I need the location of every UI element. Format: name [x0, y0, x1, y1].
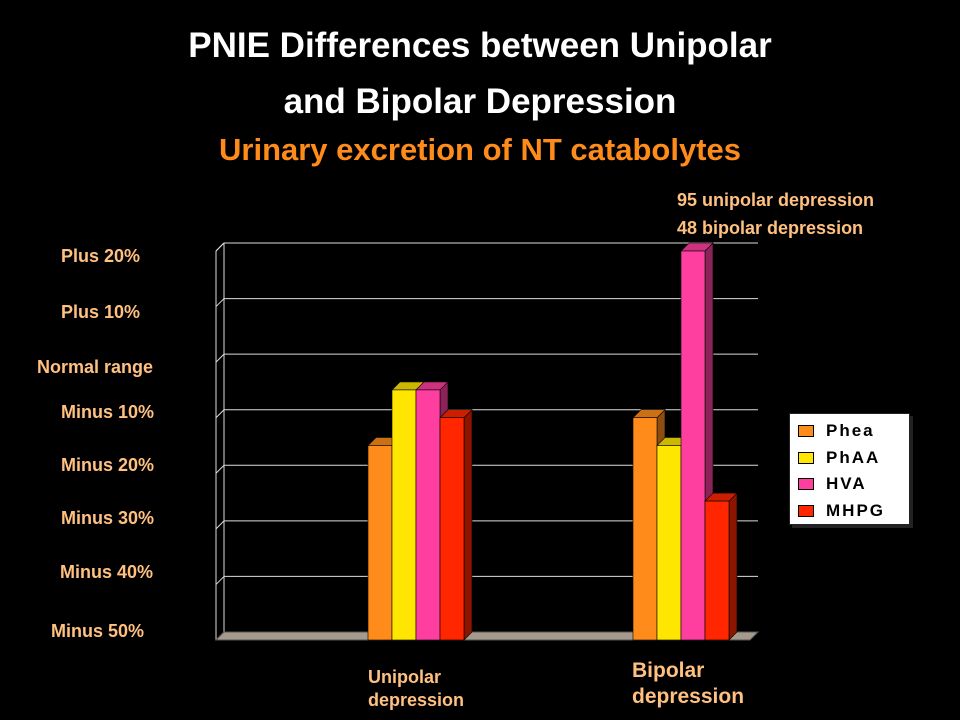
bar-phaa-unipolar: [391, 389, 417, 641]
bar-mhpg-unipolar: [439, 417, 465, 641]
sample-note-bipolar: 48 bipolar depression: [677, 218, 864, 238]
legend-swatch: [798, 452, 814, 464]
legend-label: PhAA: [826, 448, 881, 467]
legend-item-mhpg: MHPG: [798, 501, 885, 520]
legend-item-hva: HVA: [798, 474, 867, 493]
bar-phea-bipolar: [632, 417, 658, 641]
legend-label: HVA: [826, 474, 867, 493]
y-tick-label: Plus 20%: [61, 246, 141, 266]
legend-label: Phea: [826, 421, 875, 440]
chart-title-line2: and Bipolar Depression: [283, 82, 677, 121]
gridline: [215, 576, 225, 585]
legend-item-phea: Phea: [798, 421, 875, 440]
bar-side: [463, 408, 473, 641]
gridline: [215, 242, 225, 252]
bar-phaa-bipolar: [656, 445, 682, 641]
y-tick-label: Normal range: [37, 357, 154, 377]
gridline: [215, 298, 225, 307]
gridline: [215, 520, 225, 530]
legend-swatch: [798, 425, 814, 437]
bar-phea-unipolar: [367, 445, 393, 641]
gridline: [215, 464, 225, 474]
chart-legend: Phea PhAA HVA MHPG: [789, 413, 910, 525]
y-tick-label: Minus 40%: [60, 562, 154, 582]
gridline: [215, 353, 225, 363]
x-category-label: Unipolar depression: [368, 667, 465, 710]
y-tick-label: Minus 30%: [61, 508, 155, 528]
chart-subtitle: Urinary excretion of NT catabolytes: [219, 132, 741, 167]
chart-floor: [214, 631, 760, 641]
bar-hva-unipolar: [415, 389, 441, 641]
y-tick-label: Minus 50%: [51, 621, 145, 641]
y-tick-label: Minus 10%: [61, 402, 155, 422]
sample-note-unipolar: 95 unipolar depression: [677, 190, 875, 210]
y-tick-label: Plus 10%: [61, 302, 141, 322]
x-category-label: Bipolar depression: [632, 659, 745, 709]
y-tick-label: Minus 20%: [61, 455, 155, 475]
legend-swatch: [798, 505, 814, 517]
chart-title-line1: PNIE Differences between Unipolar: [188, 26, 772, 65]
legend-label: MHPG: [826, 501, 885, 520]
legend-item-phaa: PhAA: [798, 448, 881, 467]
bar-hva-bipolar: [680, 250, 706, 641]
bar-side: [728, 492, 738, 641]
bar-mhpg-bipolar: [704, 500, 730, 641]
legend-swatch: [798, 478, 814, 490]
gridline: [215, 409, 225, 419]
